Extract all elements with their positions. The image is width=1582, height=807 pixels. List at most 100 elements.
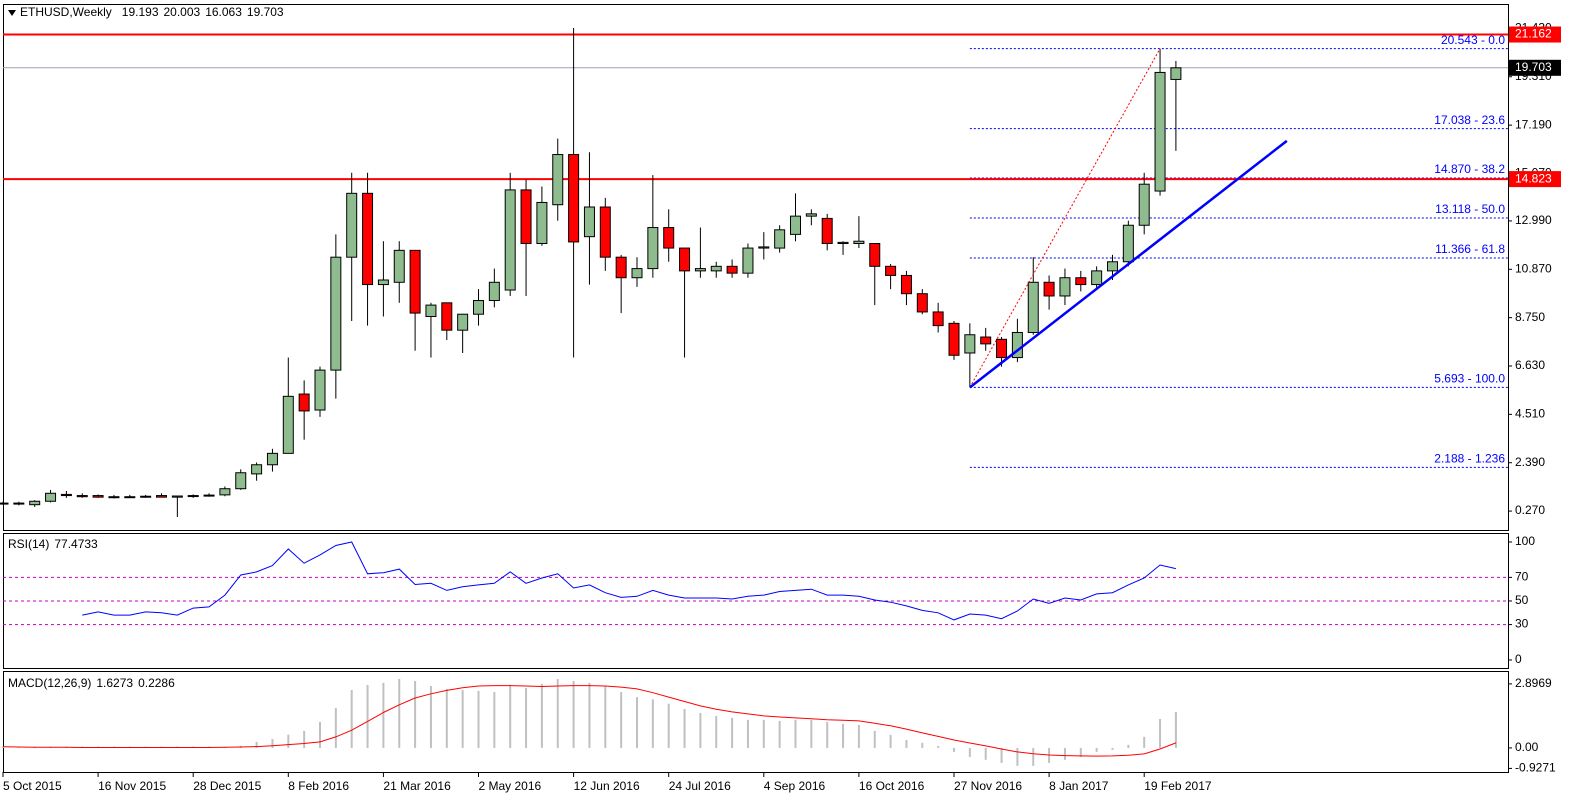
candle-body	[758, 246, 770, 249]
candle-body	[330, 256, 342, 371]
y-tick-label: -0.9271	[1515, 761, 1556, 775]
candle-body	[821, 217, 833, 245]
x-tick-label: 5 Oct 2015	[3, 779, 62, 793]
low-value: 16.063	[205, 5, 242, 19]
candle-body	[488, 281, 500, 302]
candle-body	[1059, 277, 1071, 297]
candle-body	[441, 302, 453, 331]
x-tick-label: 2 May 2016	[479, 779, 542, 793]
candle-body	[1075, 277, 1087, 286]
candle-body	[980, 336, 992, 345]
symbol-menu-arrow[interactable]	[8, 10, 16, 16]
y-tick-label: 0.270	[1515, 503, 1545, 517]
candle-body	[679, 247, 691, 272]
y-tick-label: 10.870	[1515, 261, 1552, 275]
y-tick-label: 70	[1515, 570, 1529, 584]
candle-body	[235, 472, 247, 490]
candle-body	[393, 249, 405, 283]
candle-body	[409, 249, 421, 314]
x-tick-label: 16 Oct 2016	[859, 779, 925, 793]
candle-body	[583, 206, 595, 238]
y-tick-label: 0.00	[1515, 740, 1539, 754]
candle-body	[996, 338, 1008, 359]
candle-body	[1122, 224, 1134, 263]
candle-body	[124, 496, 136, 499]
fib-label: 13.118 - 50.0	[1435, 202, 1505, 216]
fib-trend-line	[969, 48, 1161, 388]
y-tick-label: 6.630	[1515, 358, 1545, 372]
candle-body	[932, 311, 944, 327]
candle-body	[457, 313, 469, 331]
candle-body	[266, 452, 278, 466]
candle-body	[790, 215, 801, 235]
y-tick-label: 4.510	[1515, 407, 1545, 421]
x-tick-label: 19 Feb 2017	[1144, 779, 1212, 793]
price-tag	[1509, 59, 1561, 76]
candle-body	[203, 494, 215, 497]
candle-body	[599, 206, 611, 258]
fib-label: 14.870 - 38.2	[1434, 162, 1505, 176]
candle-body	[1027, 281, 1039, 333]
high-value: 20.003	[164, 5, 201, 19]
candle-body	[520, 189, 532, 245]
x-tick-label: 8 Feb 2016	[288, 779, 349, 793]
candle-body	[156, 495, 167, 498]
macd-panel	[3, 671, 1509, 773]
price-tag	[1509, 26, 1561, 43]
y-tick-label: 2.8969	[1515, 676, 1552, 690]
x-tick-label: 21 Mar 2016	[383, 779, 451, 793]
candle-body	[0, 502, 9, 505]
x-tick-label: 28 Dec 2015	[193, 779, 261, 793]
candle-body	[726, 265, 738, 274]
candle-body	[362, 192, 374, 286]
price-tag-label: 21.162	[1515, 27, 1552, 41]
candle-body	[282, 395, 294, 454]
candle-body	[631, 268, 643, 279]
candle-body	[60, 493, 72, 497]
candle-body	[774, 229, 786, 249]
candle-body	[916, 293, 928, 313]
candle-body	[425, 304, 437, 317]
x-tick-label: 27 Nov 2016	[954, 779, 1022, 793]
candle-body	[615, 256, 627, 279]
rsi-name: RSI(14)	[8, 537, 49, 551]
y-tick-label: 8.750	[1515, 310, 1545, 324]
macd-value: 1.6273	[96, 676, 133, 690]
candle-body	[140, 495, 152, 498]
x-tick-label: 8 Jan 2017	[1049, 779, 1109, 793]
chart-header: ETHUSD,Weekly 19.193 20.003 16.063 19.703	[20, 5, 284, 19]
x-tick-label: 4 Sep 2016	[764, 779, 826, 793]
fib-label: 5.693 - 100.0	[1434, 372, 1505, 386]
x-tick-label: 24 Jul 2016	[669, 779, 731, 793]
candle-body	[869, 243, 881, 267]
candle-body	[29, 500, 41, 506]
candle-body	[171, 495, 183, 498]
candle-body	[568, 154, 580, 243]
candle-body	[853, 240, 865, 245]
rsi-title: RSI(14) 77.4733	[8, 537, 98, 551]
open-value: 19.193	[122, 5, 159, 19]
price-tag-label: 14.823	[1515, 171, 1552, 185]
x-tick-label: 12 Jun 2016	[574, 779, 640, 793]
candle-body	[647, 227, 659, 270]
fib-label: 11.366 - 61.8	[1435, 242, 1505, 256]
candle-body	[552, 154, 564, 206]
close-value: 19.703	[247, 5, 284, 19]
candle-body	[1154, 71, 1166, 192]
candle-body	[108, 496, 120, 499]
rsi-value: 77.4733	[54, 537, 98, 551]
macd-name: MACD(12,26,9)	[8, 676, 91, 690]
candle-body	[1091, 270, 1103, 286]
y-tick-label: 100	[1515, 534, 1535, 548]
price-panel	[3, 4, 1509, 531]
candle-body	[76, 495, 88, 498]
candle-body	[377, 279, 389, 286]
candle-body	[900, 274, 912, 295]
symbol: ETHUSD,Weekly	[20, 5, 112, 19]
fib-label: 17.038 - 23.6	[1434, 113, 1505, 127]
candle-body	[710, 265, 722, 272]
rsi-line	[82, 541, 1177, 621]
candle-body	[298, 393, 310, 412]
y-tick-label: 12.990	[1515, 213, 1552, 227]
